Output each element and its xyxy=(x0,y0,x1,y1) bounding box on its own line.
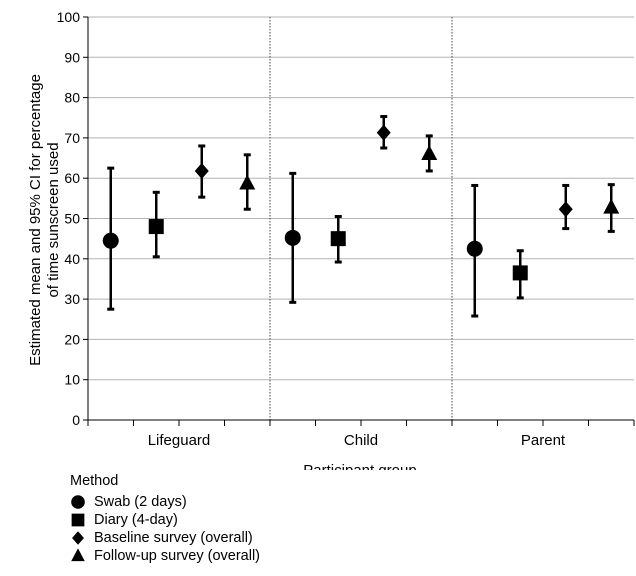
y-tick-label: 10 xyxy=(64,372,80,388)
y-axis-label-line2: of time sunscreen used xyxy=(45,142,62,297)
y-tick-label: 50 xyxy=(64,211,80,227)
x-tick-label: Child xyxy=(344,432,378,449)
data-point xyxy=(194,144,209,199)
y-tick-label: 0 xyxy=(72,412,80,428)
data-point xyxy=(466,183,483,318)
legend-item: Diary (4-day) xyxy=(70,511,260,529)
legend-title: Method xyxy=(70,473,119,489)
grid-lines xyxy=(88,16,634,381)
y-tick-label: 60 xyxy=(64,170,80,186)
data-point xyxy=(421,134,438,173)
square-marker xyxy=(512,265,528,281)
chart: 0 10 20 30 40 50 60 70 80 90 100 Lifeguard Child Pare… xyxy=(27,9,635,470)
legend-triangle-icon xyxy=(71,548,85,562)
legend-label: Follow-up survey (overall) xyxy=(94,548,260,564)
triangle-marker xyxy=(239,174,256,190)
data-marks xyxy=(102,115,620,318)
legend-item: Swab (2 days) xyxy=(70,493,260,511)
square-marker xyxy=(330,231,346,247)
y-axis-label-line1: Estimated mean and 95% CI for percentage xyxy=(27,74,44,366)
data-point xyxy=(148,190,164,259)
y-tick-label: 20 xyxy=(64,331,80,347)
legend-item: Follow-up survey (overall) xyxy=(70,547,260,565)
legend-label: Baseline survey (overall) xyxy=(94,530,253,546)
legend-label: Swab (2 days) xyxy=(94,494,187,510)
diamond-marker xyxy=(194,162,209,179)
y-tick-label: 30 xyxy=(64,291,80,307)
data-point xyxy=(330,214,346,264)
y-tick-label: 90 xyxy=(64,49,80,65)
data-point xyxy=(376,115,391,150)
data-point xyxy=(284,171,301,304)
data-point xyxy=(558,183,573,231)
y-tick-label: 80 xyxy=(64,90,80,106)
legend-items: Swab (2 days) Diary (4-day) Baseline surve… xyxy=(70,493,260,565)
group-separators xyxy=(269,17,453,420)
y-tick-label: 70 xyxy=(64,130,80,146)
diamond-marker xyxy=(376,124,391,141)
circle-marker xyxy=(466,240,483,257)
data-point xyxy=(512,249,528,300)
y-tick-label: 100 xyxy=(57,9,81,25)
x-axis-label: Participant group xyxy=(303,462,416,470)
y-tick-label: 40 xyxy=(64,251,80,267)
x-tick-label: Parent xyxy=(521,432,566,449)
legend-circle-icon xyxy=(71,495,85,509)
circle-marker xyxy=(284,229,301,246)
triangle-marker xyxy=(421,145,438,161)
circle-marker xyxy=(102,232,119,249)
legend-diamond-icon xyxy=(72,531,84,545)
data-point xyxy=(603,183,620,233)
axes: 0 10 20 30 40 50 60 70 80 90 100 Lifeguard Child Pare… xyxy=(57,9,635,449)
data-point xyxy=(102,166,119,311)
legend-item: Baseline survey (overall) xyxy=(70,529,260,547)
diamond-marker xyxy=(558,201,573,218)
data-point xyxy=(239,153,256,211)
triangle-marker xyxy=(603,198,620,214)
legend-square-icon xyxy=(71,513,85,527)
legend-label: Diary (4-day) xyxy=(94,512,178,528)
square-marker xyxy=(148,219,164,235)
legend: Method Swab (2 days) Diary (4-day) Baselin… xyxy=(70,472,260,565)
x-tick-label: Lifeguard xyxy=(148,432,211,449)
